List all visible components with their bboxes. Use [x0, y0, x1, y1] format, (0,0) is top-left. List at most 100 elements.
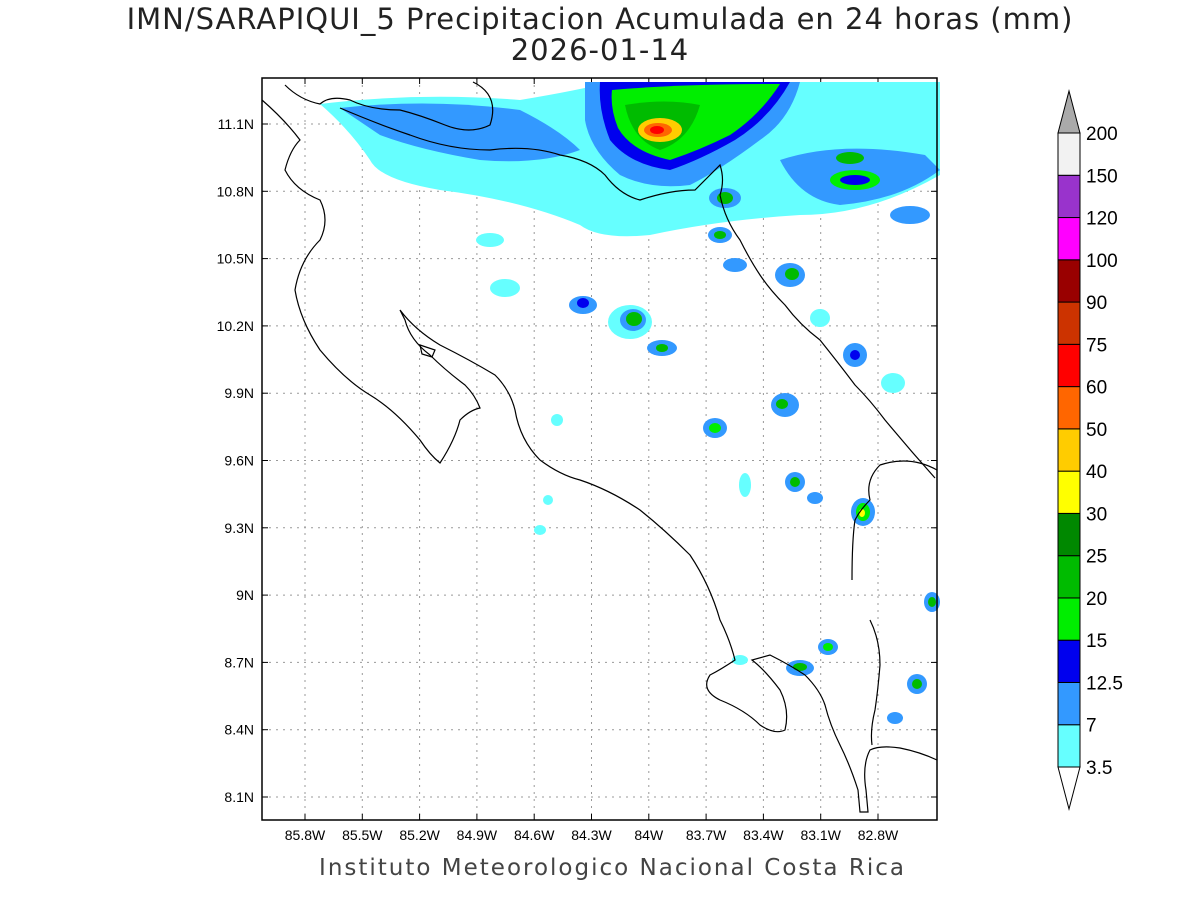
rain-area — [534, 525, 546, 535]
rain-area — [714, 231, 726, 239]
rain-area — [551, 414, 563, 426]
legend-label: 50 — [1086, 420, 1107, 441]
rain-area — [626, 312, 642, 326]
lat-tick-label: 11.1N — [218, 116, 254, 132]
rain-area — [887, 712, 903, 724]
legend-label: 3.5 — [1086, 758, 1112, 779]
legend-swatch — [1057, 724, 1081, 768]
legend-swatch — [1057, 681, 1081, 726]
lat-tick-label: 9.3N — [224, 520, 254, 536]
legend-swatch — [1057, 174, 1081, 219]
legend-swatch — [1057, 428, 1081, 472]
rain-area — [881, 373, 905, 393]
lat-tick-label: 10.2N — [217, 318, 254, 334]
lat-axis: 11.1N 10.8N 10.5N 10.2N 9.9N 9.6N 9.3N 9N 8.7N 8.… — [217, 116, 254, 805]
lon-tick-label: 83.7W — [686, 827, 727, 843]
legend-swatch — [1057, 470, 1081, 514]
precipitation-field — [320, 82, 940, 724]
legend-swatch — [1057, 301, 1081, 345]
legend-swatch — [1057, 386, 1081, 430]
rain-area — [836, 152, 864, 164]
legend-swatch — [1057, 597, 1081, 641]
legend-label: 75 — [1086, 335, 1107, 356]
rain-area — [543, 495, 553, 505]
legend-label: 40 — [1086, 462, 1107, 483]
rain-area — [823, 643, 833, 651]
rain-area — [912, 679, 922, 689]
rain-area — [577, 298, 589, 308]
legend-label: 100 — [1086, 251, 1118, 272]
lat-tick-label: 9.6N — [224, 453, 254, 469]
legend-swatch — [1057, 217, 1081, 261]
rain-area — [650, 126, 664, 134]
lon-tick-label: 84.6W — [514, 827, 555, 843]
east-border — [869, 619, 881, 746]
rain-area — [840, 175, 870, 185]
map-frame — [261, 77, 938, 821]
lat-tick-label: 10.8N — [217, 183, 254, 199]
rain-area — [490, 279, 520, 297]
legend-label: 25 — [1086, 547, 1107, 568]
legend-label: 120 — [1086, 209, 1118, 230]
grid-lines — [262, 78, 937, 820]
color-legend: 3.5 7 12.5 15 20 25 30 40 50 60 75 90 100 120 150 200 — [1057, 89, 1123, 811]
lon-tick-label: 85.2W — [399, 827, 440, 843]
rain-area — [709, 423, 721, 433]
rain-area — [656, 344, 668, 352]
chart-date: 2026-01-14 — [510, 33, 690, 67]
rain-area — [810, 309, 830, 327]
legend-swatch — [1057, 343, 1081, 388]
rain-area — [340, 103, 580, 162]
lat-tick-label: 8.4N — [224, 722, 254, 738]
legend-swatch — [1057, 555, 1081, 599]
lat-tick-label: 9.9N — [224, 385, 254, 401]
pacific-coast-north — [261, 99, 938, 813]
lon-axis: 85.8W 85.5W 85.2W 84.9W 84.6W 84.3W 84W 83.7W 83… — [285, 827, 899, 843]
legend-swatch — [1057, 639, 1081, 683]
lon-tick-label: 84.3W — [571, 827, 612, 843]
legend-swatch — [1057, 512, 1081, 557]
rain-area — [739, 473, 751, 497]
lat-tick-label: 8.7N — [224, 654, 254, 670]
legend-swatch — [1057, 259, 1081, 303]
legend-label: 200 — [1086, 124, 1118, 145]
legend-label: 12.5 — [1086, 673, 1123, 694]
lon-tick-label: 83.1W — [800, 827, 841, 843]
rain-area — [476, 233, 504, 247]
lon-tick-label: 85.5W — [342, 827, 383, 843]
legend-label: 7 — [1086, 716, 1097, 737]
lat-tick-label: 9N — [236, 587, 254, 603]
lat-tick-label: 10.5N — [217, 251, 254, 267]
north-border — [339, 107, 936, 479]
lon-tick-label: 82.8W — [858, 827, 899, 843]
rain-area — [793, 663, 807, 671]
legend-label: 30 — [1086, 504, 1107, 525]
rain-area — [807, 492, 823, 504]
legend-label: 90 — [1086, 293, 1107, 314]
legend-label: 60 — [1086, 378, 1107, 399]
legend-swatch — [1057, 132, 1081, 176]
rain-area — [790, 477, 800, 487]
legend-label: 20 — [1086, 589, 1107, 610]
nicoya-inlet — [419, 344, 436, 358]
coastline — [261, 81, 938, 813]
rain-area — [732, 655, 748, 665]
lon-tick-label: 84W — [634, 827, 664, 843]
rain-area — [785, 268, 799, 280]
panama-border — [851, 460, 938, 581]
rain-area — [723, 258, 747, 272]
legend-bottom-arrow — [1057, 766, 1081, 811]
rain-area — [776, 399, 788, 409]
legend-label: 150 — [1086, 166, 1118, 187]
lon-tick-label: 83.4W — [743, 827, 784, 843]
footer-credit: Instituto Meteorologico Nacional Costa R… — [319, 855, 906, 881]
rain-area — [717, 192, 733, 204]
lon-tick-label: 85.8W — [285, 827, 326, 843]
chart-title: IMN/SARAPIQUI_5 Precipitacion Acumulada … — [126, 2, 1074, 36]
legend-top-arrow — [1057, 89, 1081, 134]
rain-area — [928, 597, 936, 607]
lon-tick-label: 84.9W — [457, 827, 498, 843]
rain-area — [859, 509, 865, 517]
nicaragua-border — [284, 81, 494, 131]
